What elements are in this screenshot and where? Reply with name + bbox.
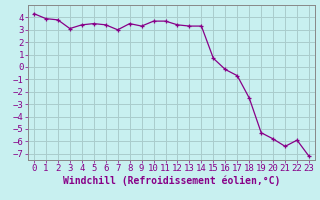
X-axis label: Windchill (Refroidissement éolien,°C): Windchill (Refroidissement éolien,°C) xyxy=(63,176,280,186)
